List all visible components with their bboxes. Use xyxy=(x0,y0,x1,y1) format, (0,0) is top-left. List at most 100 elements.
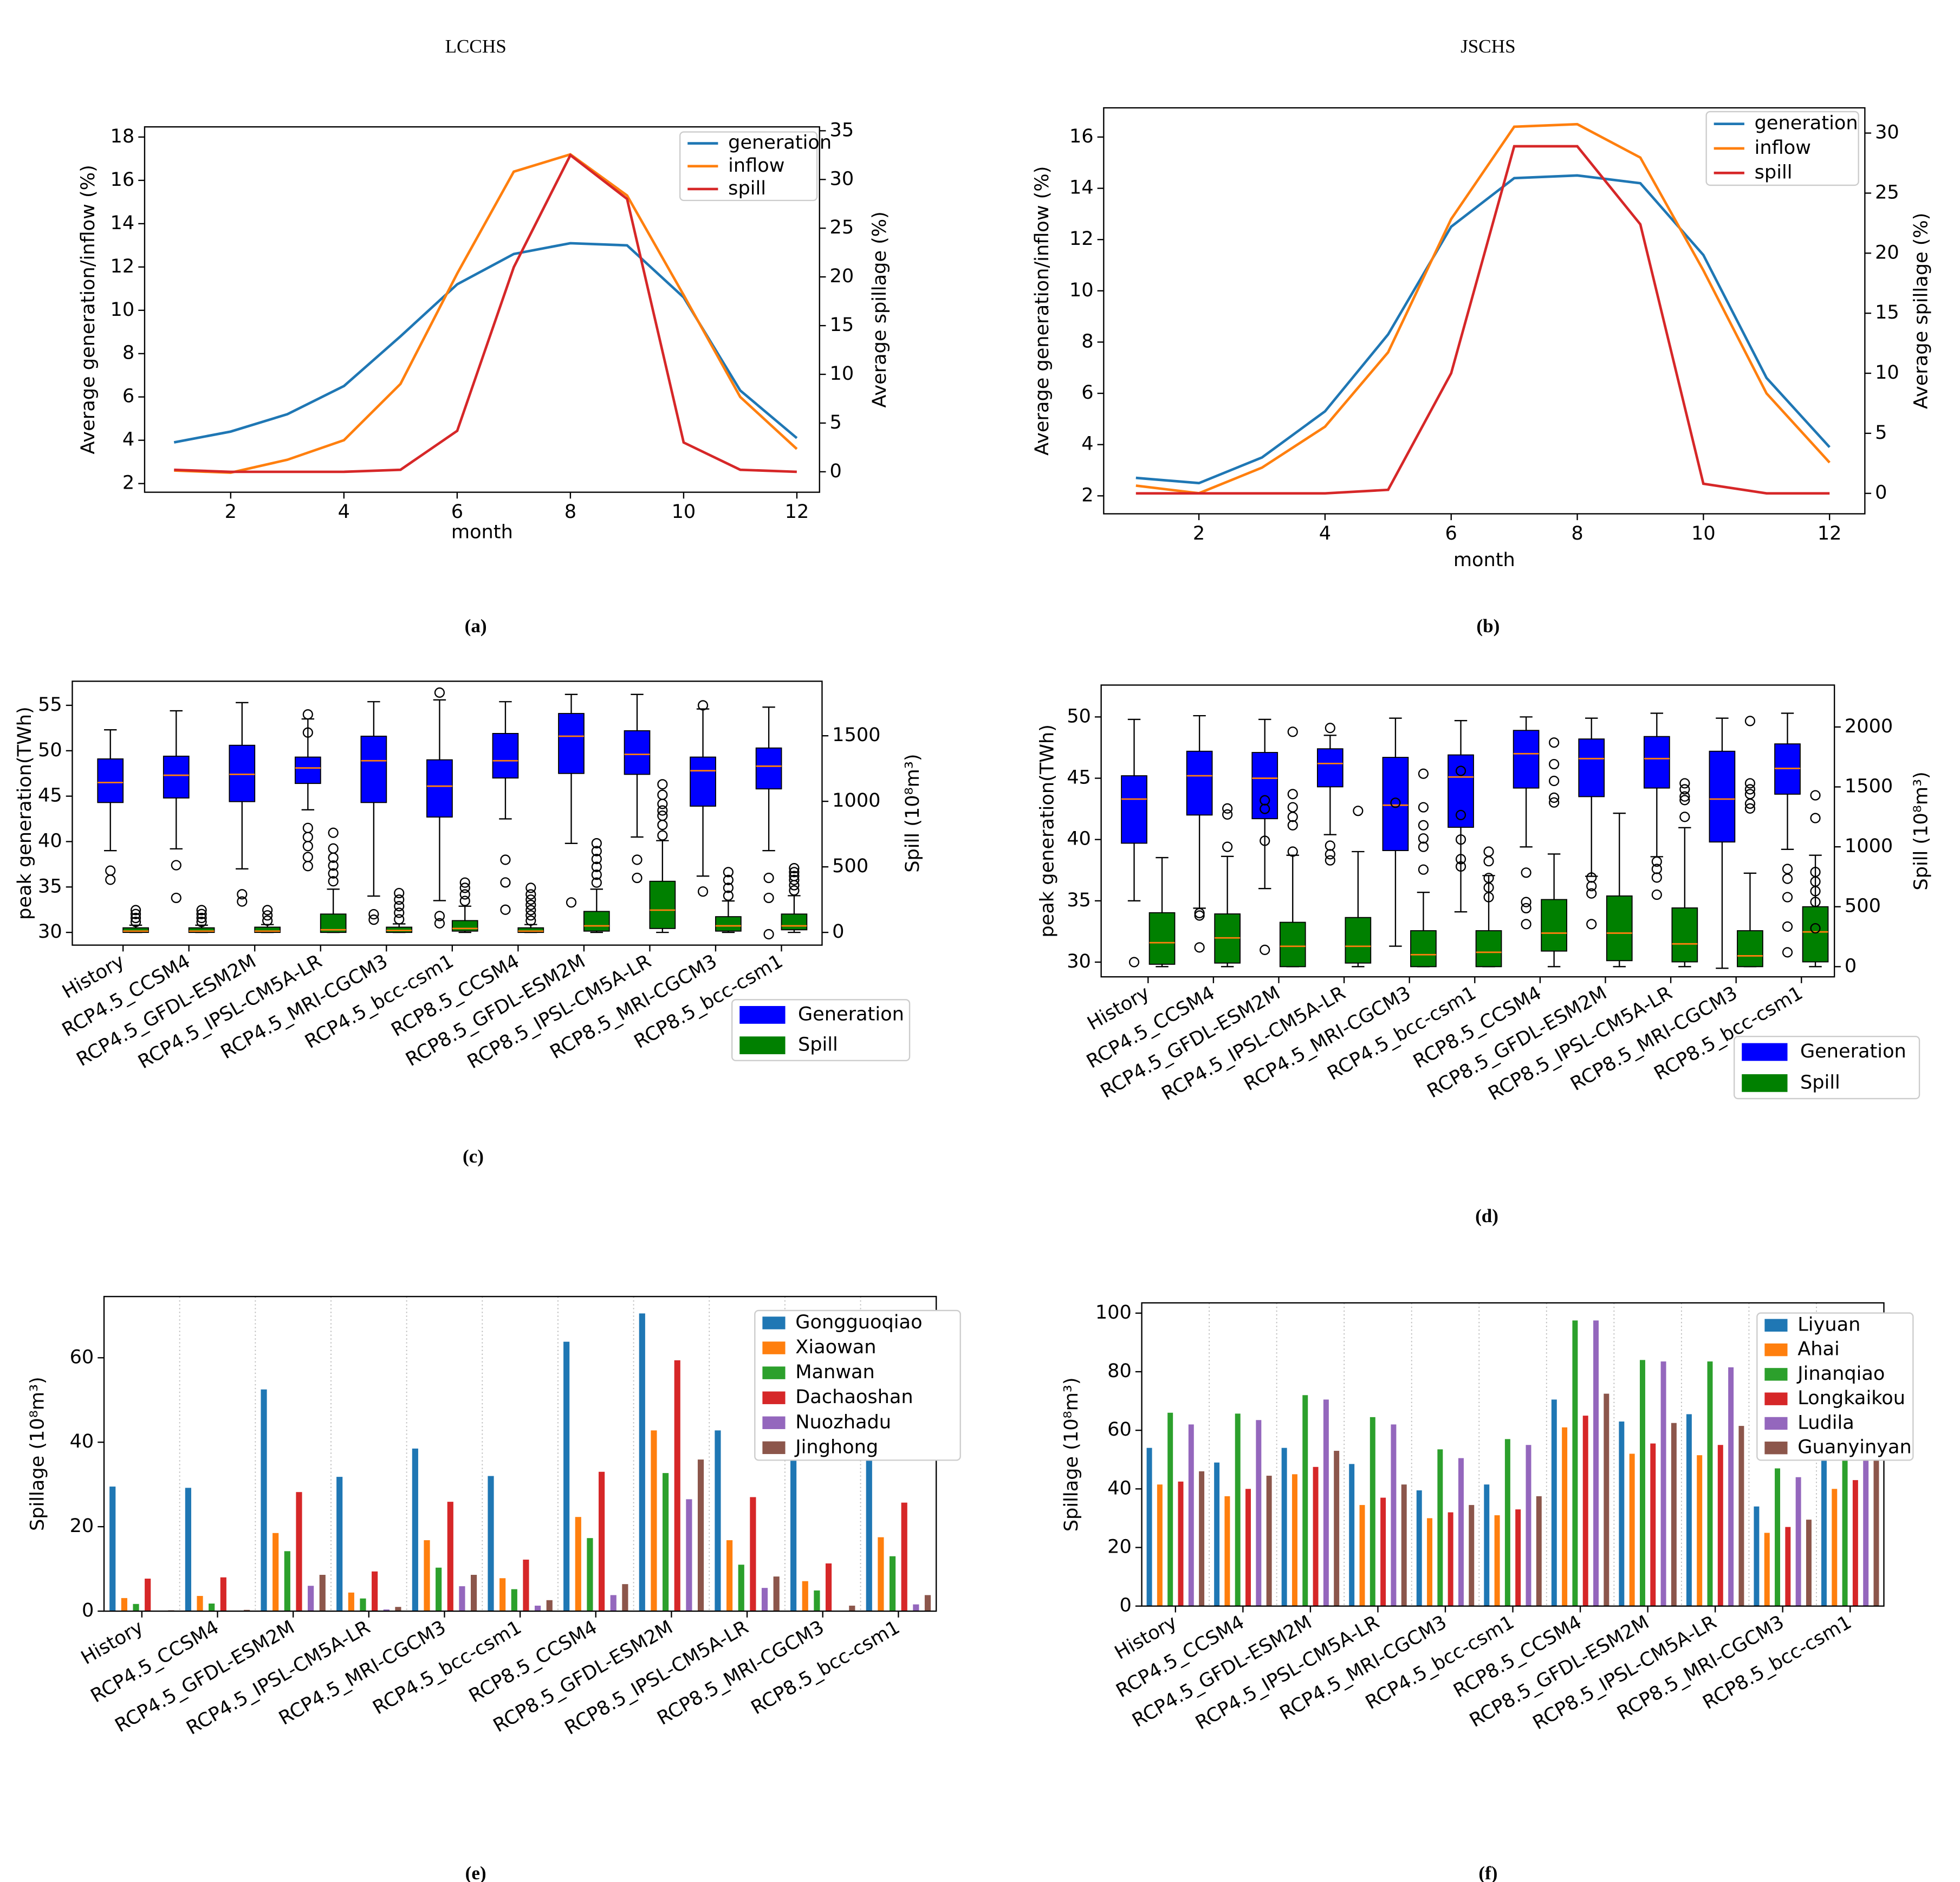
y2-tick-label: 0 xyxy=(1845,955,1857,977)
bar xyxy=(587,1538,593,1612)
flier xyxy=(1455,861,1466,872)
x-tick-label: 10 xyxy=(672,501,696,523)
flier xyxy=(237,896,248,907)
y-tick-label: 10 xyxy=(111,298,135,321)
y2-tick-label: 1000 xyxy=(832,789,880,812)
box xyxy=(1709,750,1736,843)
legend-label: Liyuan xyxy=(1797,1313,1860,1335)
y-tick-label: 40 xyxy=(1107,1477,1132,1499)
flier xyxy=(394,887,405,899)
flier xyxy=(1651,889,1662,900)
bar xyxy=(1504,1439,1510,1606)
bar xyxy=(663,1473,669,1612)
bar xyxy=(220,1577,226,1612)
bar xyxy=(563,1341,570,1612)
flier xyxy=(723,882,734,893)
bar xyxy=(1245,1489,1251,1606)
bar xyxy=(511,1589,517,1612)
bar xyxy=(145,1579,151,1612)
flier xyxy=(1455,834,1466,845)
y2-tick-label: 500 xyxy=(1845,895,1881,917)
flier xyxy=(130,905,141,916)
bar xyxy=(1458,1458,1464,1606)
flier xyxy=(591,861,602,872)
flier xyxy=(1325,849,1335,860)
legend-label: Generation xyxy=(1800,1040,1906,1062)
flier xyxy=(1549,737,1560,748)
flier xyxy=(1287,846,1298,857)
legend-box xyxy=(679,131,818,202)
flier xyxy=(1194,942,1205,953)
box xyxy=(1382,757,1409,851)
y2-tick-label: 15 xyxy=(1875,301,1899,323)
flier xyxy=(1260,944,1270,955)
flier xyxy=(394,914,405,925)
panel-label: (d) xyxy=(1475,1205,1498,1226)
bar xyxy=(1291,1474,1297,1606)
line-series xyxy=(1135,145,1830,495)
bar xyxy=(1157,1484,1163,1606)
flier xyxy=(105,874,116,885)
box xyxy=(1513,730,1540,789)
bar xyxy=(272,1533,279,1612)
legend-label: Ludila xyxy=(1797,1411,1854,1433)
flier xyxy=(1782,892,1793,903)
flier xyxy=(763,872,774,884)
flier xyxy=(1651,872,1662,883)
y-tick-label: 10 xyxy=(1069,279,1094,301)
legend-swatch xyxy=(1764,1417,1788,1430)
flier xyxy=(525,899,536,910)
flier xyxy=(1521,919,1531,930)
y2-tick-label: 30 xyxy=(1875,121,1899,144)
bar xyxy=(1795,1477,1801,1606)
x-tick-label: 2 xyxy=(225,501,237,523)
bar xyxy=(296,1492,302,1612)
legend-label: Jinanqiao xyxy=(1796,1362,1885,1385)
legend-swatch xyxy=(762,1441,786,1455)
flier xyxy=(1521,897,1531,907)
flier xyxy=(459,882,470,893)
y2-tick-label: 25 xyxy=(1875,181,1899,203)
panel-label: (e) xyxy=(465,1862,486,1882)
flier xyxy=(789,885,800,896)
flier xyxy=(1483,856,1494,867)
bar xyxy=(802,1581,808,1612)
legend-swatch xyxy=(1764,1343,1788,1357)
box xyxy=(583,911,610,932)
flier xyxy=(1679,784,1690,795)
flier xyxy=(130,912,141,924)
y2-tick-label: 15 xyxy=(830,314,854,336)
bar xyxy=(639,1313,645,1612)
y-tick-label: 35 xyxy=(38,875,62,897)
flier xyxy=(763,892,774,904)
bar xyxy=(1469,1505,1475,1606)
bar xyxy=(1146,1448,1152,1606)
y2-tick-label: 25 xyxy=(830,216,854,238)
flier xyxy=(1744,778,1756,789)
y2-tick-label: 1000 xyxy=(1845,835,1893,857)
x-axis-label: month xyxy=(451,521,513,543)
flier xyxy=(1325,723,1335,734)
legend-label: spill xyxy=(728,177,766,199)
flier xyxy=(368,909,379,920)
box xyxy=(649,880,676,929)
flier xyxy=(1782,947,1793,958)
bar xyxy=(1806,1520,1812,1606)
legend-label: Generation xyxy=(798,1003,904,1025)
bar xyxy=(284,1551,290,1612)
legend-label: inflow xyxy=(728,154,784,177)
flier xyxy=(459,889,470,900)
bar xyxy=(1785,1527,1791,1606)
legend-label: generation xyxy=(728,132,832,154)
y-tick-label: 40 xyxy=(38,829,62,852)
bar xyxy=(372,1571,378,1612)
bar xyxy=(738,1565,744,1612)
flier xyxy=(394,894,405,905)
flier xyxy=(1782,864,1793,874)
bar xyxy=(1484,1484,1490,1606)
y-tick-label: 30 xyxy=(38,920,62,943)
bar xyxy=(360,1598,366,1612)
flier xyxy=(1325,855,1335,866)
bar xyxy=(1754,1506,1760,1606)
y-tick-label: 80 xyxy=(1107,1360,1132,1382)
